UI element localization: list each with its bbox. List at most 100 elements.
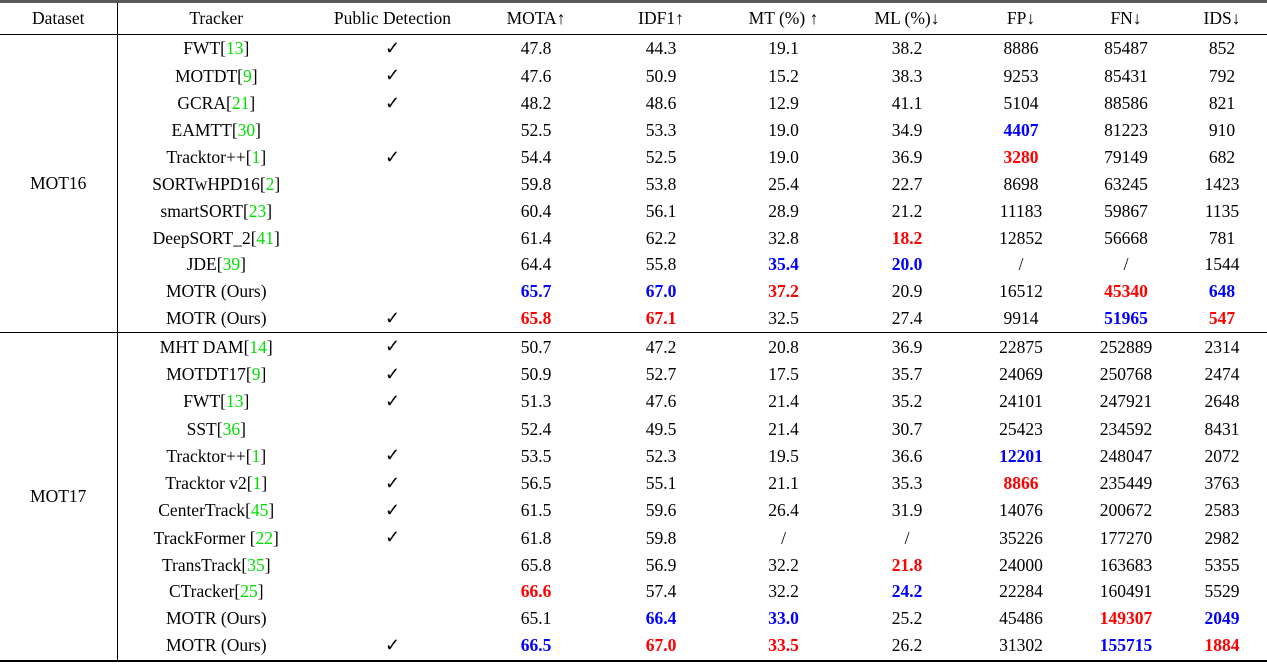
metric-cell: 47.2 — [602, 332, 720, 361]
public-detection-cell: ✓ — [315, 442, 470, 469]
tracker-cell: MOTR (Ours) — [117, 605, 315, 632]
metric-cell: 3763 — [1204, 472, 1240, 493]
metric-cell: 852 — [1208, 38, 1236, 59]
metric-cell: 163683 — [1099, 554, 1153, 575]
metric-cell: 81223 — [1104, 120, 1148, 141]
metric-cell: 234592 — [1099, 418, 1153, 439]
metric-cell: 17.5 — [768, 364, 799, 385]
citation-link[interactable]: 9 — [251, 364, 261, 385]
public-detection-cell: ✓ — [315, 470, 470, 497]
metric-cell: 36.6 — [891, 445, 923, 466]
citation-link[interactable]: 39 — [222, 254, 241, 275]
metric-cell: 25423 — [999, 418, 1043, 439]
citation-link[interactable]: 21 — [231, 93, 250, 114]
checkmark-icon: ✓ — [384, 336, 401, 357]
public-detection-cell: ✓ — [315, 388, 470, 415]
metric-cell: 56.5 — [520, 472, 552, 493]
citation-link[interactable]: 1 — [251, 445, 261, 466]
metric-cell: 56668 — [1104, 227, 1148, 248]
metric-cell: 5355 — [1204, 554, 1240, 575]
metric-cell: 8866 — [1003, 472, 1039, 493]
metric-cell: 5104 — [1003, 93, 1039, 114]
metric-cell: 8698 — [1003, 174, 1039, 195]
table-row: MOTR (Ours) ✓ 66.5 67.0 33.5 26.2 31302 155715 1… — [0, 632, 1267, 661]
metric-cell: 60.4 — [520, 200, 552, 221]
citation-link[interactable]: 13 — [225, 38, 244, 59]
tracker-name: MOTR (Ours) — [165, 635, 267, 656]
public-detection-cell: ✓ — [315, 63, 470, 90]
metric-cell: 155715 — [1099, 635, 1153, 656]
citation-link[interactable]: 1 — [252, 472, 262, 493]
metric-cell: 2648 — [1204, 391, 1240, 412]
public-detection-cell: ✓ — [315, 361, 470, 388]
metric-cell: 65.7 — [520, 280, 552, 301]
metric-cell: 24000 — [999, 554, 1043, 575]
table-row: CTracker[25] 66.6 57.4 32.2 24.2 22284 160491 5… — [0, 579, 1267, 606]
metric-cell: 19.0 — [768, 120, 799, 141]
table-row: DeepSORT_2[41] 61.4 62.2 32.8 18.2 12852 56668… — [0, 225, 1267, 252]
metric-cell: 50.7 — [470, 332, 602, 361]
tracker-name: FWT — [183, 391, 221, 412]
citation-link[interactable]: 35 — [247, 554, 265, 575]
metric-cell: 54.4 — [520, 147, 552, 168]
tracker-name: MOTR (Ours) — [165, 608, 267, 629]
table-row: EAMTT[30] 52.5 53.3 19.0 34.9 4407 81223 910 — [0, 117, 1267, 144]
metric-cell: 52.5 — [520, 120, 552, 141]
metric-cell: 24069 — [999, 364, 1043, 385]
citation-link[interactable]: 14 — [249, 336, 267, 357]
public-detection-cell: ✓ — [315, 305, 470, 333]
metric-cell: 55.1 — [645, 472, 677, 493]
metric-cell: 19.5 — [768, 445, 799, 466]
tracker-cell: CenterTrack[45] — [158, 500, 275, 521]
tracker-cell: Tracktor v2[1] — [165, 472, 268, 493]
metric-cell: 31302 — [999, 635, 1043, 656]
metric-cell: 67.1 — [645, 307, 677, 328]
citation-link[interactable]: 1 — [251, 147, 261, 168]
column-header-mota: MOTA↑ — [470, 1, 602, 35]
metric-cell: 15.2 — [768, 65, 799, 86]
metric-cell: 200672 — [1099, 500, 1153, 521]
metric-cell: 56.9 — [645, 554, 677, 575]
table-row: MOTDT[9] ✓ 47.6 50.9 15.2 38.3 9253 85431 792 — [0, 63, 1267, 90]
metric-cell: 19.0 — [768, 147, 799, 168]
metric-cell: 34.9 — [891, 120, 923, 141]
tracker-cell: CTracker[25] — [168, 581, 264, 602]
metric-cell: 21.4 — [768, 418, 799, 439]
table-row: MOTR (Ours) 65.7 67.0 37.2 20.9 16512 45340 648 — [0, 278, 1267, 305]
metric-cell: 910 — [1208, 120, 1236, 141]
checkmark-icon: ✓ — [384, 635, 401, 656]
metric-cell: 30.7 — [891, 418, 923, 439]
metric-cell: 2583 — [1204, 500, 1240, 521]
citation-link[interactable]: 45 — [250, 500, 269, 521]
metric-cell: 57.4 — [645, 581, 677, 602]
metric-cell: 11183 — [999, 200, 1043, 221]
metric-cell: 65.8 — [520, 307, 552, 328]
public-detection-cell — [315, 579, 470, 606]
citation-link[interactable]: 9 — [242, 65, 252, 86]
metric-cell: 21.4 — [768, 391, 799, 412]
metric-cell: 32.2 — [768, 581, 799, 602]
checkmark-icon: ✓ — [384, 445, 401, 466]
metric-cell: / — [781, 527, 786, 548]
metric-cell: 2982 — [1204, 527, 1240, 548]
metric-cell: 821 — [1208, 93, 1236, 114]
citation-link[interactable]: 13 — [225, 391, 244, 412]
citation-link[interactable]: 30 — [237, 120, 256, 141]
metric-cell: 4407 — [1003, 120, 1039, 141]
citation-link[interactable]: 36 — [222, 418, 241, 439]
column-header-dataset: Dataset — [0, 1, 118, 35]
metric-cell: 35.2 — [891, 391, 923, 412]
metric-cell: 21.8 — [891, 554, 923, 575]
citation-link[interactable]: 41 — [256, 227, 275, 248]
metric-cell: 61.8 — [520, 527, 552, 548]
metric-cell: 1423 — [1204, 174, 1240, 195]
dataset-cell: MOT16 — [0, 34, 118, 333]
citation-link[interactable]: 25 — [240, 581, 258, 602]
metric-cell: 53.8 — [645, 174, 677, 195]
citation-link[interactable]: 22 — [255, 527, 274, 548]
metric-cell: 85487 — [1104, 38, 1148, 59]
citation-link[interactable]: 23 — [248, 200, 267, 221]
citation-link[interactable]: 2 — [265, 174, 275, 195]
tracker-cell: MOTDT17[9] — [166, 364, 267, 385]
